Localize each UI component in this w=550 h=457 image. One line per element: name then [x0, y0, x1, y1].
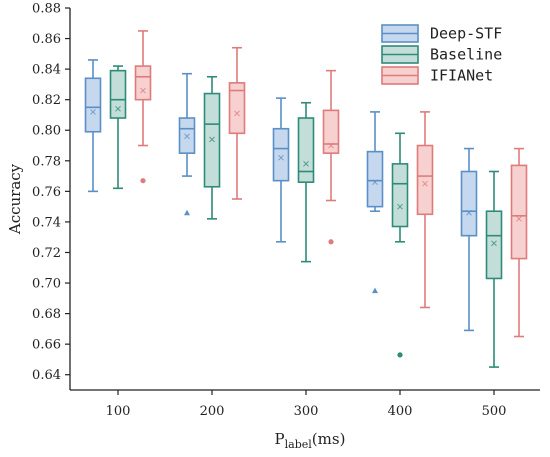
legend-label: Baseline	[430, 46, 502, 64]
box-body	[485, 210, 503, 280]
outlier-marker	[184, 209, 190, 216]
box	[322, 69, 340, 245]
box-body	[416, 144, 434, 216]
box	[178, 72, 196, 216]
box-body	[84, 77, 102, 133]
box	[228, 46, 246, 200]
box	[391, 132, 409, 358]
series-ifianet	[134, 30, 528, 338]
box-body	[134, 65, 152, 101]
y-tick-label: 0.70	[32, 277, 61, 292]
x-axis-title: Plabel(ms)	[275, 430, 346, 451]
y-axis-title: Accuracy	[6, 163, 24, 235]
y-tick-label: 0.64	[32, 368, 61, 383]
mean-marker	[491, 240, 497, 247]
x-axis: 100 200 300 400 500	[106, 390, 507, 419]
box-body	[228, 82, 246, 135]
mean-marker	[140, 87, 146, 94]
y-tick-label: 0.80	[32, 124, 61, 139]
mean-marker	[278, 154, 284, 161]
outlier-marker	[140, 178, 146, 184]
x-axis-title-main: P	[275, 430, 285, 448]
series-baseline	[109, 65, 503, 368]
box	[460, 147, 478, 332]
box-body	[366, 150, 384, 208]
box-body	[203, 92, 221, 188]
x-tick-label: 200	[200, 404, 225, 419]
mean-marker	[422, 180, 428, 187]
outlier-marker	[328, 239, 334, 245]
y-tick-label: 0.84	[32, 63, 61, 78]
legend-item: Deep-STF	[381, 24, 502, 43]
legend: Deep-STF Baseline IFIANet	[381, 24, 502, 85]
mean-marker	[115, 106, 121, 112]
y-tick-label: 0.68	[32, 307, 61, 322]
x-tick-label: 300	[294, 404, 319, 419]
y-tick-label: 0.88	[32, 2, 61, 17]
y-tick-label: 0.76	[32, 185, 61, 200]
y-tick-label: 0.78	[32, 154, 61, 169]
outlier-marker	[372, 287, 378, 294]
box-body	[510, 164, 528, 260]
box	[510, 147, 528, 338]
plot-area	[69, 8, 540, 391]
box-body	[272, 127, 290, 182]
box-body	[391, 163, 409, 228]
mean-marker	[466, 209, 472, 216]
y-axis: 0.64 0.66 0.68 0.70 0.72 0.74 0.76 0.78 0.80 0.82…	[32, 2, 70, 383]
y-tick-label: 0.74	[32, 215, 61, 230]
mean-marker	[303, 161, 309, 167]
y-tick-label: 0.86	[32, 32, 61, 47]
box	[203, 75, 221, 220]
y-tick-label: 0.82	[32, 93, 61, 108]
series-deep-stf	[84, 59, 478, 332]
mean-marker	[209, 136, 215, 143]
box-body	[460, 170, 478, 237]
x-tick-label: 500	[482, 404, 507, 419]
box	[109, 65, 127, 190]
box-body	[297, 117, 315, 183]
legend-item: IFIANet	[381, 66, 493, 85]
mean-marker	[184, 133, 190, 140]
x-axis-title-unit: (ms)	[312, 430, 346, 448]
box-body	[322, 109, 340, 154]
box-body	[178, 117, 196, 154]
box	[366, 111, 384, 294]
box	[297, 101, 315, 263]
box	[84, 59, 102, 193]
mean-marker	[234, 110, 240, 117]
x-tick-label: 400	[388, 404, 413, 419]
box	[272, 97, 290, 243]
x-tick-label: 100	[106, 404, 131, 419]
mean-marker	[516, 216, 522, 222]
y-tick-label: 0.66	[32, 338, 61, 353]
legend-label: Deep-STF	[430, 25, 502, 43]
box	[134, 30, 152, 184]
mean-marker	[328, 142, 334, 149]
mean-marker	[90, 109, 96, 115]
outlier-marker	[397, 352, 403, 358]
mean-marker	[372, 179, 378, 186]
legend-label: IFIANet	[430, 67, 493, 85]
box	[485, 170, 503, 368]
y-tick-label: 0.72	[32, 246, 61, 261]
box-groups	[84, 30, 528, 368]
legend-item: Baseline	[381, 45, 502, 64]
box	[416, 111, 434, 309]
x-axis-title-subscript: label	[285, 438, 313, 451]
mean-marker	[397, 203, 403, 210]
box-body	[109, 69, 127, 119]
